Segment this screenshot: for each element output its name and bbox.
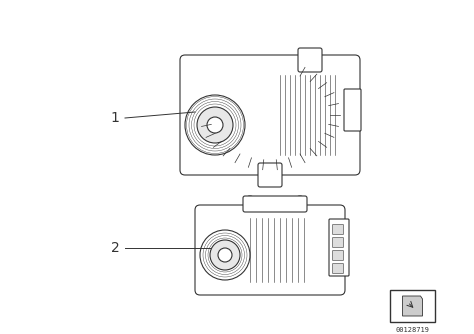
Circle shape	[197, 107, 233, 143]
FancyBboxPatch shape	[180, 55, 360, 175]
FancyBboxPatch shape	[329, 219, 349, 276]
FancyBboxPatch shape	[332, 224, 344, 234]
Circle shape	[218, 248, 232, 262]
FancyBboxPatch shape	[344, 89, 361, 131]
FancyBboxPatch shape	[390, 290, 435, 322]
FancyBboxPatch shape	[332, 250, 344, 261]
Circle shape	[244, 196, 256, 208]
Circle shape	[185, 95, 245, 155]
Polygon shape	[402, 296, 422, 316]
FancyBboxPatch shape	[243, 196, 307, 212]
FancyBboxPatch shape	[258, 163, 282, 187]
FancyBboxPatch shape	[332, 237, 344, 247]
FancyBboxPatch shape	[195, 205, 345, 295]
FancyBboxPatch shape	[332, 264, 344, 274]
Text: 1: 1	[110, 111, 119, 125]
FancyBboxPatch shape	[298, 48, 322, 72]
Text: 2: 2	[110, 241, 119, 255]
Circle shape	[200, 230, 250, 280]
Circle shape	[207, 117, 223, 133]
Circle shape	[294, 196, 306, 208]
Circle shape	[210, 240, 240, 270]
Text: 00128719: 00128719	[395, 327, 429, 333]
